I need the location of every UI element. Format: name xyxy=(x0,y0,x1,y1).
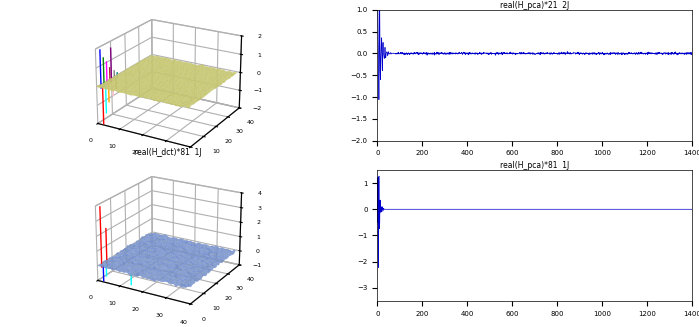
Title: real(H_pca)*21  2J: real(H_pca)*21 2J xyxy=(500,1,570,10)
Title: real(H_dct)*81  1J: real(H_dct)*81 1J xyxy=(134,148,201,157)
Title: real(H_pca)*81  1J: real(H_pca)*81 1J xyxy=(500,161,570,170)
